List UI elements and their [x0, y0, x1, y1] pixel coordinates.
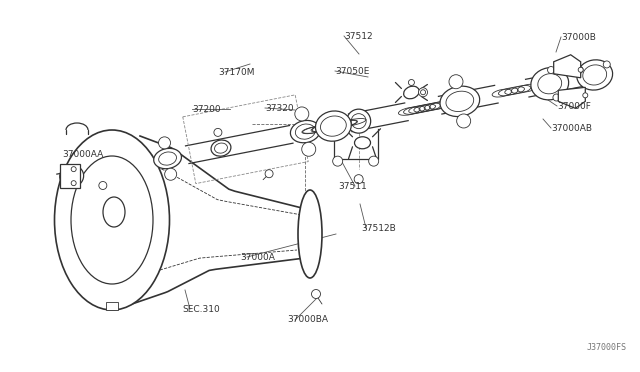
Ellipse shape [71, 167, 76, 171]
Ellipse shape [538, 74, 562, 94]
Ellipse shape [321, 116, 346, 136]
Ellipse shape [440, 86, 479, 116]
Ellipse shape [312, 125, 332, 132]
Text: 37320: 37320 [265, 103, 294, 112]
Ellipse shape [408, 80, 415, 86]
Text: 37200: 37200 [192, 105, 221, 113]
Ellipse shape [457, 114, 470, 128]
Ellipse shape [576, 66, 583, 73]
Ellipse shape [295, 107, 309, 121]
Ellipse shape [578, 67, 583, 72]
Ellipse shape [329, 122, 349, 128]
Text: 37512B: 37512B [361, 224, 396, 232]
Ellipse shape [265, 170, 273, 178]
Ellipse shape [604, 61, 611, 68]
Ellipse shape [531, 68, 569, 100]
Ellipse shape [351, 114, 366, 129]
Text: 37050E: 37050E [335, 67, 369, 76]
Ellipse shape [214, 143, 227, 153]
Text: 37000B: 37000B [561, 32, 596, 42]
Ellipse shape [54, 130, 170, 310]
Ellipse shape [154, 148, 182, 169]
Ellipse shape [419, 88, 428, 97]
Ellipse shape [318, 124, 337, 131]
Ellipse shape [159, 152, 177, 165]
Text: SEC.310: SEC.310 [182, 305, 220, 314]
Ellipse shape [159, 137, 170, 149]
Ellipse shape [333, 156, 342, 166]
Ellipse shape [99, 182, 107, 189]
Text: 37000A: 37000A [240, 253, 275, 262]
Ellipse shape [369, 156, 379, 166]
Ellipse shape [211, 140, 231, 156]
Text: 37170M: 37170M [218, 67, 255, 77]
Ellipse shape [291, 121, 320, 143]
Ellipse shape [65, 170, 79, 182]
Polygon shape [554, 55, 580, 78]
Ellipse shape [71, 156, 153, 284]
Text: 37511: 37511 [338, 182, 367, 190]
Ellipse shape [355, 137, 371, 149]
Ellipse shape [60, 165, 84, 187]
Ellipse shape [296, 124, 315, 139]
Ellipse shape [420, 90, 426, 95]
Ellipse shape [103, 197, 125, 227]
Bar [106, 302, 118, 310]
Polygon shape [60, 164, 79, 188]
Ellipse shape [354, 174, 363, 184]
Ellipse shape [577, 60, 612, 90]
Text: 37000F: 37000F [557, 102, 591, 110]
Text: 37000AA: 37000AA [62, 150, 103, 158]
Ellipse shape [312, 289, 321, 298]
Ellipse shape [449, 75, 463, 89]
Ellipse shape [301, 142, 316, 156]
Ellipse shape [324, 123, 343, 129]
Text: 37512: 37512 [344, 32, 372, 41]
Ellipse shape [316, 111, 351, 141]
Text: 37000AB: 37000AB [551, 124, 592, 132]
Ellipse shape [164, 168, 177, 180]
Polygon shape [558, 87, 586, 108]
Text: 37000BA: 37000BA [287, 315, 328, 324]
Ellipse shape [553, 94, 560, 101]
Text: J37000FS: J37000FS [587, 343, 627, 352]
Ellipse shape [404, 86, 419, 99]
Ellipse shape [583, 65, 607, 85]
Ellipse shape [583, 93, 588, 98]
Ellipse shape [335, 121, 355, 128]
Ellipse shape [71, 181, 76, 186]
Ellipse shape [298, 190, 322, 278]
Ellipse shape [446, 91, 474, 112]
Ellipse shape [347, 109, 371, 133]
Ellipse shape [214, 128, 222, 137]
Ellipse shape [548, 67, 555, 74]
